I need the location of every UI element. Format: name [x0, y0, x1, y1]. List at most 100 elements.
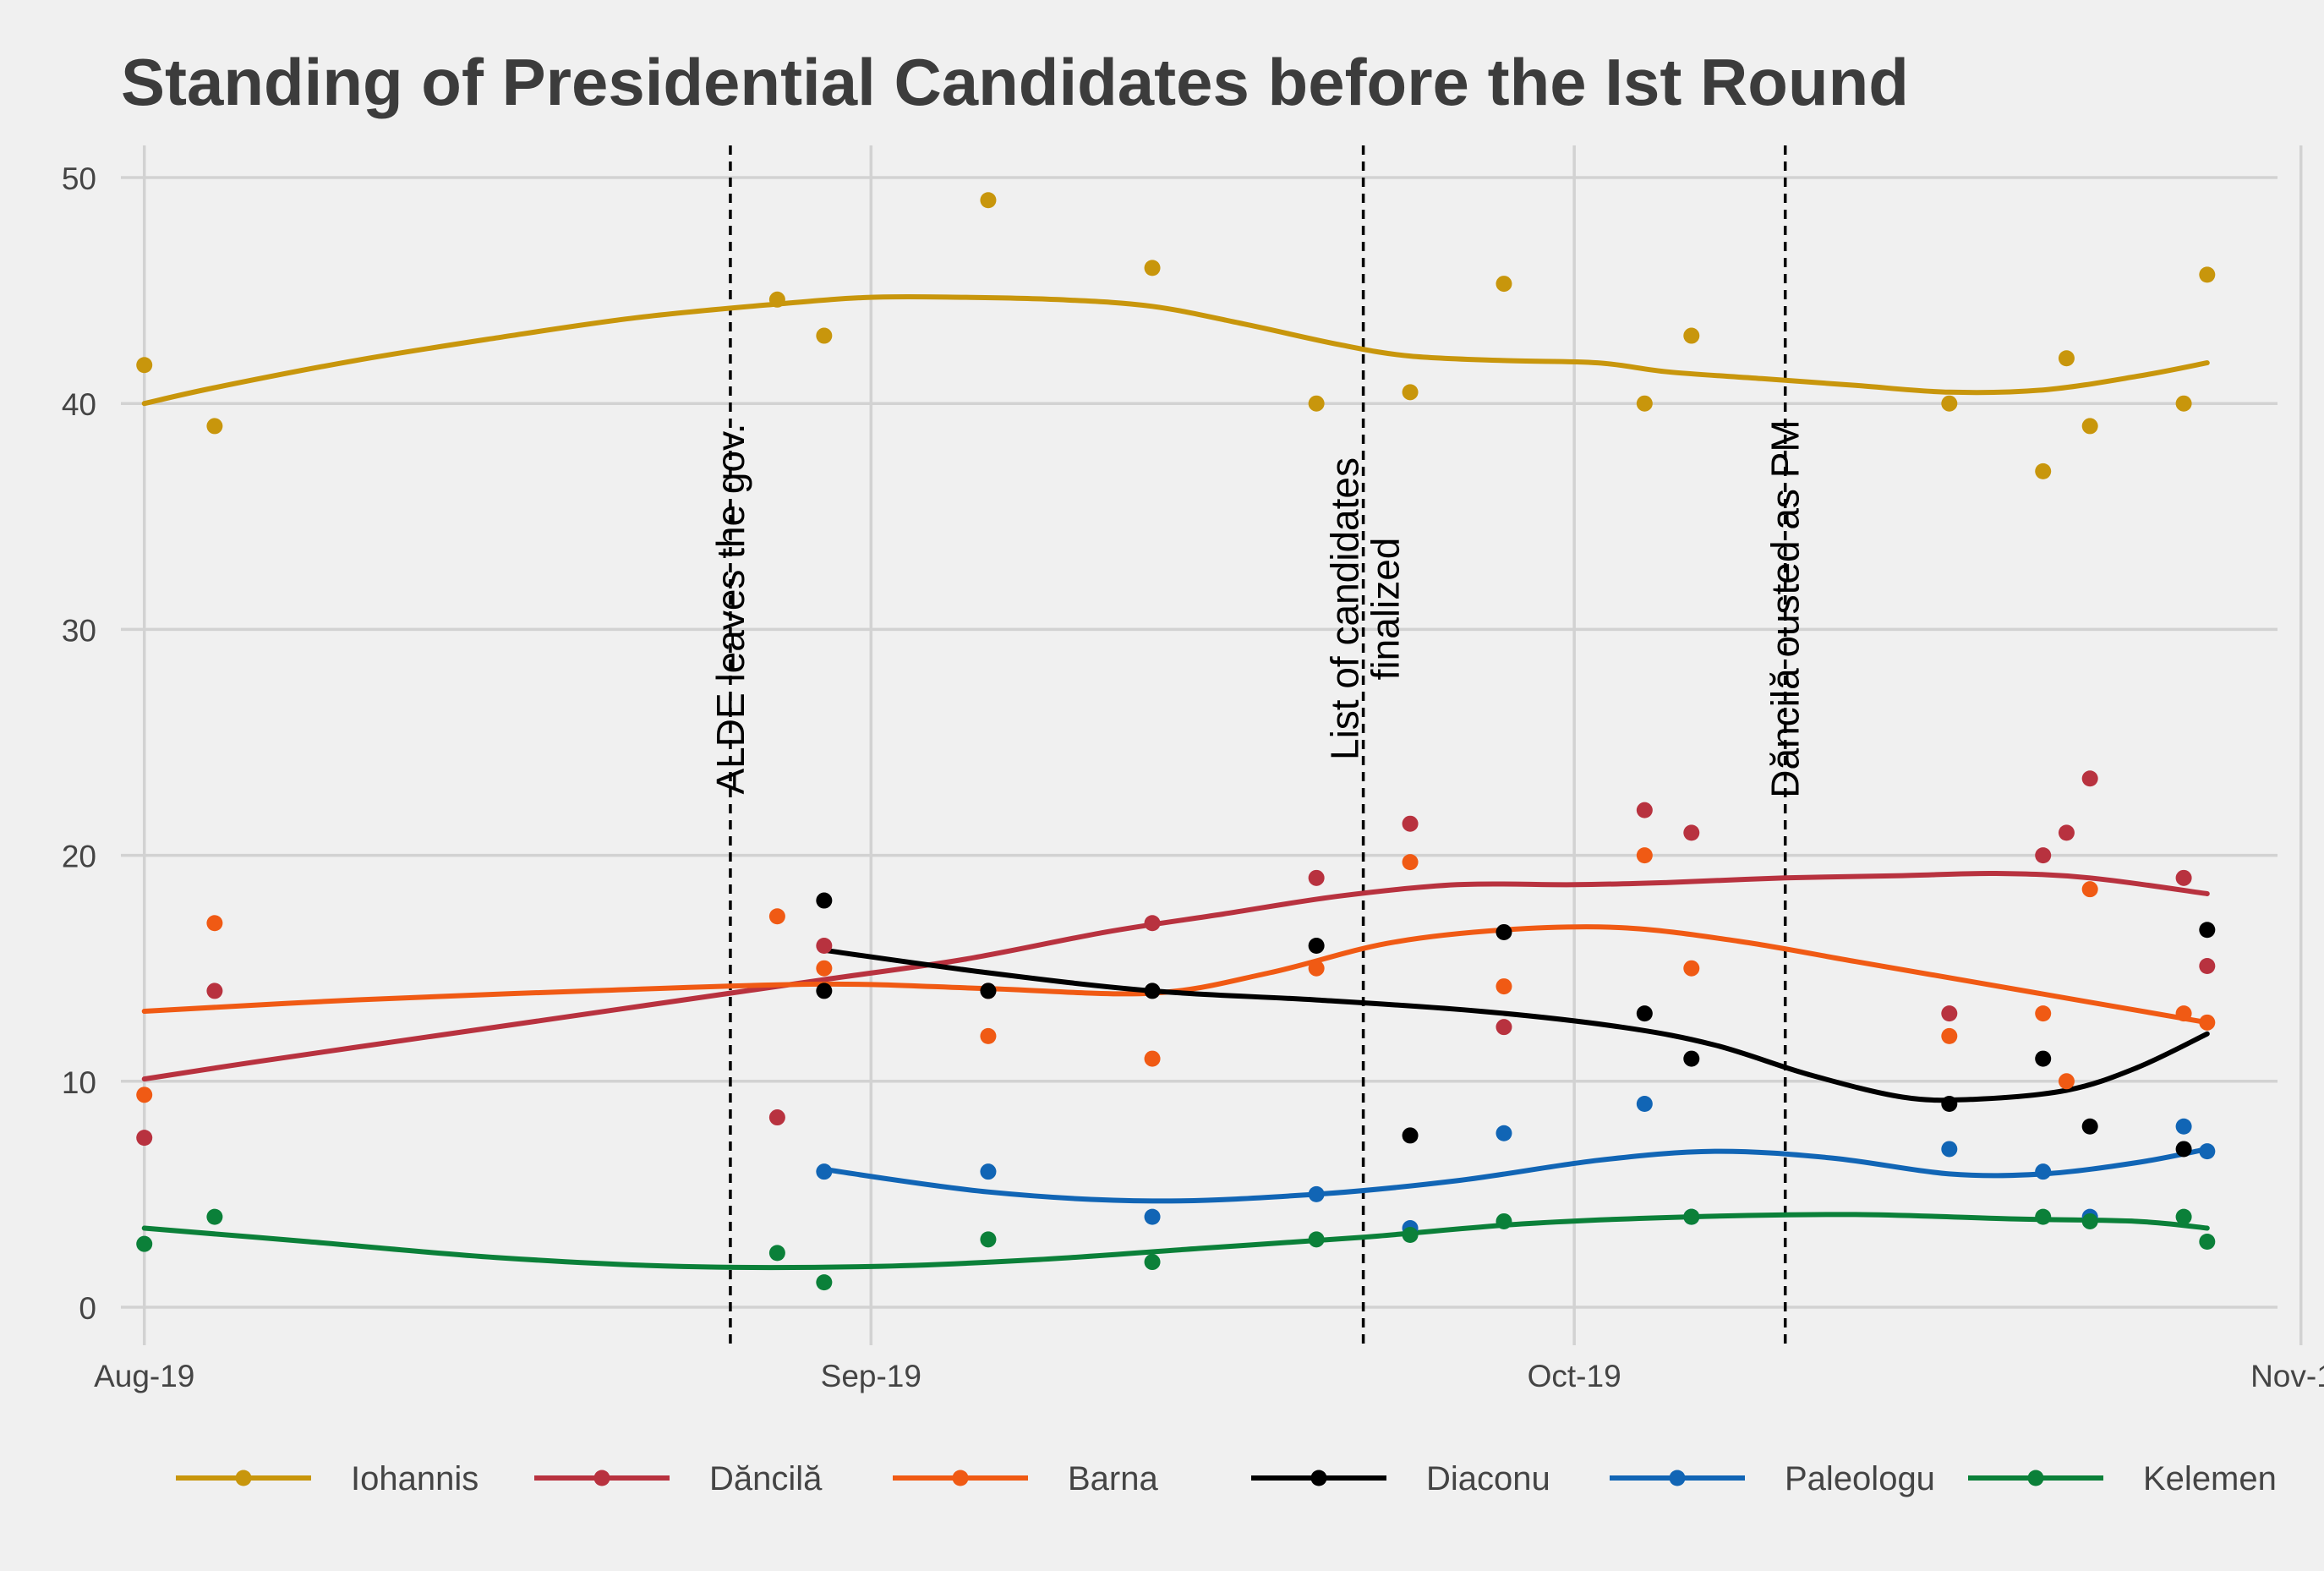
y-tick-label: 40 [62, 387, 96, 422]
data-point-kelemen [980, 1231, 997, 1248]
data-point-dancila [2058, 824, 2075, 841]
data-point-diaconu [1496, 923, 1512, 940]
data-point-iohannis [206, 418, 223, 435]
data-point-paleologu [980, 1163, 997, 1180]
data-point-diaconu [2081, 1118, 2098, 1135]
legend-key-point [952, 1470, 969, 1486]
data-point-dancila [2199, 958, 2216, 975]
data-point-diaconu [816, 892, 833, 909]
data-point-dancila [1402, 815, 1419, 832]
data-point-diaconu [1402, 1127, 1419, 1144]
data-point-iohannis [980, 192, 997, 209]
data-point-dancila [816, 937, 833, 954]
data-point-diaconu [1144, 983, 1161, 999]
data-point-barna [1144, 1050, 1161, 1067]
data-point-diaconu [1636, 1005, 1653, 1022]
chart-title: Standing of Presidential Candidates befo… [121, 45, 1909, 119]
data-point-diaconu [980, 983, 997, 999]
data-point-diaconu [2199, 922, 2216, 939]
data-point-diaconu [2035, 1050, 2052, 1067]
data-point-kelemen [1683, 1208, 1700, 1225]
legend-item-diaconu: Diaconu [1251, 1460, 1550, 1497]
data-point-barna [1636, 847, 1653, 864]
data-point-paleologu [1941, 1141, 1958, 1158]
data-point-iohannis [816, 327, 833, 344]
data-points [136, 192, 2216, 1291]
data-point-diaconu [2175, 1141, 2192, 1158]
data-point-dancila [1941, 1005, 1958, 1022]
data-point-dancila [1308, 869, 1325, 886]
data-point-kelemen [2199, 1234, 2216, 1251]
data-point-paleologu [2199, 1143, 2216, 1160]
legend-key-point [593, 1470, 610, 1486]
trend-line-diaconu [821, 947, 2210, 1103]
event-lines: ALDE leaves the gov. List of candidatesfi… [708, 145, 1807, 1345]
data-point-diaconu [1683, 1050, 1700, 1067]
data-point-barna [206, 915, 223, 932]
data-point-kelemen [2035, 1208, 2052, 1225]
data-point-barna [1402, 854, 1419, 871]
data-point-dancila [2175, 869, 2192, 886]
grid [121, 145, 2303, 1345]
data-point-paleologu [816, 1163, 833, 1180]
y-tick-label: 50 [62, 161, 96, 196]
data-point-barna [2035, 1005, 2052, 1022]
legend-item-dancila: Dăncilă [534, 1460, 823, 1497]
legend-key-point [235, 1470, 252, 1486]
data-point-kelemen [1496, 1212, 1512, 1229]
data-point-barna [1683, 960, 1700, 977]
y-tick-label: 10 [62, 1065, 96, 1100]
legend: Iohannis Dăncilă Barna Diaconu Paleologu Kele… [176, 1460, 2277, 1497]
y-tick-label: 20 [62, 840, 96, 874]
data-point-paleologu [1636, 1096, 1653, 1113]
data-point-paleologu [2175, 1118, 2192, 1135]
data-point-iohannis [1636, 395, 1653, 412]
data-point-dancila [1683, 824, 1700, 841]
data-point-dancila [2081, 770, 2098, 787]
data-point-dancila [206, 983, 223, 999]
data-point-iohannis [2035, 463, 2052, 479]
x-tick-label: Sep-19 [821, 1359, 921, 1393]
data-point-barna [816, 960, 833, 977]
data-point-barna [1308, 960, 1325, 977]
trend-line-iohannis [141, 293, 2210, 407]
data-point-barna [2081, 881, 2098, 898]
trend-lines [141, 293, 2210, 1271]
data-point-dancila [136, 1130, 153, 1147]
legend-label: Paleologu [1785, 1460, 1935, 1497]
event-label: List of candidatesfinalized [1323, 457, 1408, 760]
data-point-barna [2175, 1005, 2192, 1022]
trend-line-kelemen [141, 1212, 2210, 1271]
legend-item-kelemen: Kelemen [1968, 1460, 2277, 1497]
data-point-dancila [2035, 847, 2052, 864]
x-tick-label: Nov-19 [2250, 1359, 2324, 1393]
data-point-kelemen [2175, 1208, 2192, 1225]
data-point-iohannis [1683, 327, 1700, 344]
trend-line-paleologu [821, 1147, 2210, 1204]
data-point-kelemen [1144, 1254, 1161, 1271]
legend-label: Diaconu [1426, 1460, 1550, 1497]
legend-label: Kelemen [2143, 1460, 2277, 1497]
legend-key-point [1669, 1470, 1686, 1486]
event-label-line: finalized [1364, 538, 1408, 681]
trend-line-barna [141, 924, 2210, 1026]
data-point-kelemen [768, 1245, 785, 1262]
data-point-diaconu [1308, 937, 1325, 954]
legend-label: Barna [1068, 1460, 1158, 1497]
data-point-paleologu [1308, 1185, 1325, 1202]
data-point-iohannis [1402, 384, 1419, 401]
data-point-iohannis [1308, 395, 1325, 412]
data-point-iohannis [2199, 266, 2216, 283]
data-point-barna [2199, 1014, 2216, 1031]
data-point-iohannis [136, 357, 153, 374]
data-point-kelemen [136, 1235, 153, 1252]
legend-item-barna: Barna [893, 1460, 1158, 1497]
data-point-kelemen [816, 1274, 833, 1291]
legend-key-point [2027, 1470, 2044, 1486]
axis-labels: 0 10 20 30 40 50 Aug-19 Sep-19 Oct-19 Nov-19 [62, 161, 2324, 1393]
data-point-iohannis [1496, 276, 1512, 293]
data-point-kelemen [206, 1208, 223, 1225]
event-label: ALDE leaves the gov. [708, 424, 752, 795]
legend-key-point [1310, 1470, 1327, 1486]
